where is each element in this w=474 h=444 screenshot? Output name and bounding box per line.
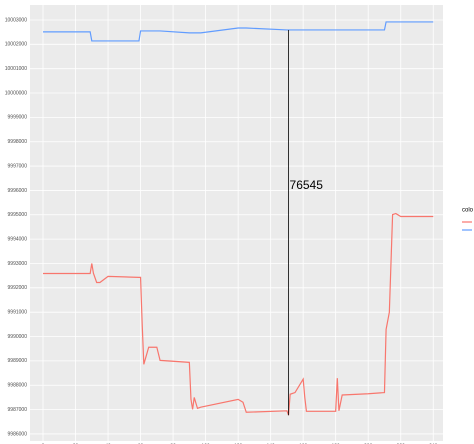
y-tick-label: 9986000 bbox=[8, 431, 28, 437]
y-tick-label: 10002000 bbox=[5, 42, 27, 48]
y-tick-label: 10001000 bbox=[5, 66, 27, 72]
y-tick-label: 9997000 bbox=[8, 163, 28, 169]
y-tick-label: 9994000 bbox=[8, 236, 28, 242]
y-tick-label: 9995000 bbox=[8, 212, 28, 218]
y-tick-label: 10000000 bbox=[5, 90, 27, 96]
y-tick-label: 9999000 bbox=[8, 115, 28, 121]
series-line bbox=[43, 21, 434, 42]
y-tick-label: 9992000 bbox=[8, 285, 28, 291]
y-tick-label: 9996000 bbox=[8, 188, 28, 194]
legend-title: colo bbox=[462, 208, 474, 214]
annotation: 76545 bbox=[290, 178, 324, 192]
y-tick-label: 9991000 bbox=[8, 310, 28, 316]
y-tick-label: 9987000 bbox=[8, 407, 28, 413]
y-tick-label: 10003000 bbox=[5, 17, 27, 23]
panel bbox=[30, 5, 443, 441]
y-tick-label: 9993000 bbox=[8, 261, 28, 267]
y-tick-label: 9988000 bbox=[8, 383, 28, 389]
y-tick-label: 9989000 bbox=[8, 358, 28, 364]
y-tick-label: 9998000 bbox=[8, 139, 28, 145]
series-line bbox=[43, 212, 434, 416]
y-tick-label: 9990000 bbox=[8, 334, 28, 340]
